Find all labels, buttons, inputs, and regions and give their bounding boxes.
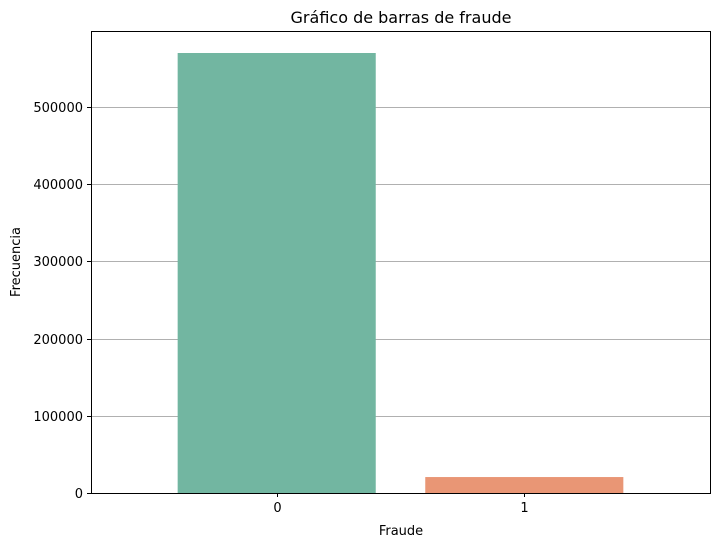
x-tick-label: 1: [520, 501, 528, 516]
y-axis-label: Frecuencia: [9, 227, 24, 297]
bar-1: [425, 477, 624, 493]
x-tick-label: 0: [273, 501, 281, 516]
y-tick-label: 400000: [33, 178, 83, 193]
x-axis-label: Fraude: [379, 524, 423, 539]
y-tick-label: 100000: [33, 410, 83, 425]
y-tick-label: 500000: [33, 101, 83, 116]
bars-layer: [177, 53, 624, 493]
bar-0: [177, 53, 376, 493]
plot-frame: [91, 31, 711, 494]
y-tick-label: 200000: [33, 333, 83, 348]
y-tick-label: 0: [75, 487, 83, 502]
y-axis: 0 100000 200000 300000 400000 500000: [33, 101, 91, 502]
y-tick-label: 300000: [33, 255, 83, 270]
chart-title: Gráfico de barras de fraude: [291, 8, 512, 27]
